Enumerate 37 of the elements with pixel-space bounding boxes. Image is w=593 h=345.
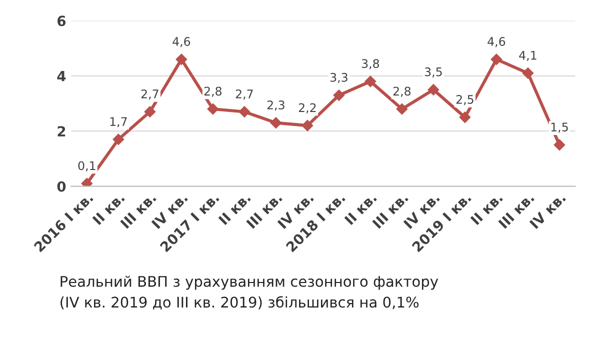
y-tick-label: 2	[58, 126, 66, 136]
data-label: 2,8	[393, 86, 411, 97]
point	[112, 134, 124, 145]
data-label: 4,6	[488, 37, 506, 48]
point	[270, 117, 282, 128]
point	[364, 76, 376, 88]
data-label: 3,3	[330, 72, 348, 84]
point	[176, 54, 188, 65]
point	[490, 54, 502, 65]
point	[144, 106, 156, 118]
data-label: 1,5	[551, 122, 568, 133]
data-label: 2,2	[298, 103, 316, 114]
data-label: 2,7	[236, 89, 253, 100]
y-tick-label: 6	[57, 16, 66, 26]
point	[333, 90, 345, 101]
point	[238, 106, 250, 118]
point	[81, 178, 93, 186]
data-label: 2,5	[456, 94, 474, 106]
point	[459, 112, 471, 123]
data-label: 2,8	[204, 86, 222, 97]
point	[207, 103, 219, 115]
data-label: 4,1	[519, 50, 536, 61]
text: Реальний ВВП з урахуванням сезонного фактору (IV кв. 2019 до III кв. 2019) збільшився на 0,1%	[60, 276, 438, 310]
data-label: 4,6	[172, 37, 190, 48]
point	[554, 139, 566, 151]
data-label: 3,8	[362, 59, 380, 70]
point	[302, 120, 314, 132]
data-label: 0,1	[78, 161, 96, 172]
y-tick-label: 4	[57, 71, 66, 82]
data-label: 2,7	[141, 89, 158, 100]
data-label: 2,3	[267, 100, 284, 111]
y-tick-label: 0	[57, 181, 66, 192]
data-label: 3,5	[424, 67, 442, 78]
point	[428, 84, 440, 96]
point	[396, 103, 408, 115]
data-label: 1,7	[110, 117, 127, 128]
point	[522, 68, 534, 79]
